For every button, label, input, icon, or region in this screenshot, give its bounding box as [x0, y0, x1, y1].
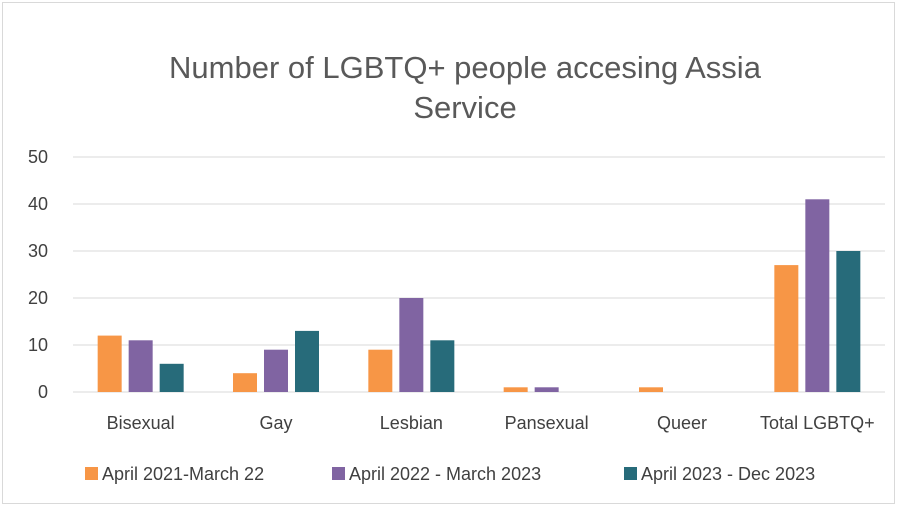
x-tick-label: Pansexual [505, 413, 589, 433]
y-axis-tick-labels: 0 10 20 30 40 50 [28, 147, 48, 402]
bar [368, 349, 393, 392]
legend-label: April 2022 - March 2023 [349, 464, 541, 484]
y-tick-label: 30 [28, 241, 48, 261]
legend: April 2021-March 22 April 2022 - March 20… [85, 464, 815, 484]
y-tick-label: 50 [28, 147, 48, 167]
bar [639, 387, 663, 392]
bar [805, 199, 830, 392]
bar [233, 373, 257, 392]
x-tick-label: Total LGBTQ+ [760, 413, 875, 433]
bars [97, 199, 861, 392]
x-axis-category-labels: Bisexual Gay Lesbian Pansexual Queer Total LG… [107, 413, 875, 433]
y-tick-label: 40 [28, 194, 48, 214]
y-tick-label: 20 [28, 288, 48, 308]
gridlines [73, 156, 885, 393]
chart-title: Number of LGBTQ+ people accesing Assia S… [169, 50, 762, 125]
x-tick-label: Bisexual [107, 413, 175, 433]
bar [836, 251, 861, 392]
legend-swatch [85, 467, 98, 480]
chart-title-line-1: Number of LGBTQ+ people accesing Assia [169, 50, 762, 85]
bar [430, 340, 455, 392]
chart-title-line-2: Service [413, 90, 516, 125]
legend-swatch [624, 467, 637, 480]
bar [97, 335, 122, 392]
bar [295, 330, 319, 392]
legend-label: April 2021-March 22 [102, 464, 264, 484]
bar [399, 298, 424, 392]
x-tick-label: Lesbian [380, 413, 443, 433]
bar [503, 387, 528, 392]
legend-label: April 2023 - Dec 2023 [641, 464, 815, 484]
bar [774, 265, 799, 392]
legend-swatch [332, 467, 345, 480]
x-tick-label: Gay [259, 413, 292, 433]
bar [264, 349, 288, 392]
bar [159, 363, 184, 392]
bar [534, 387, 559, 392]
x-tick-label: Queer [657, 413, 707, 433]
y-tick-label: 10 [28, 335, 48, 355]
y-tick-label: 0 [38, 382, 48, 402]
bar [128, 340, 153, 392]
